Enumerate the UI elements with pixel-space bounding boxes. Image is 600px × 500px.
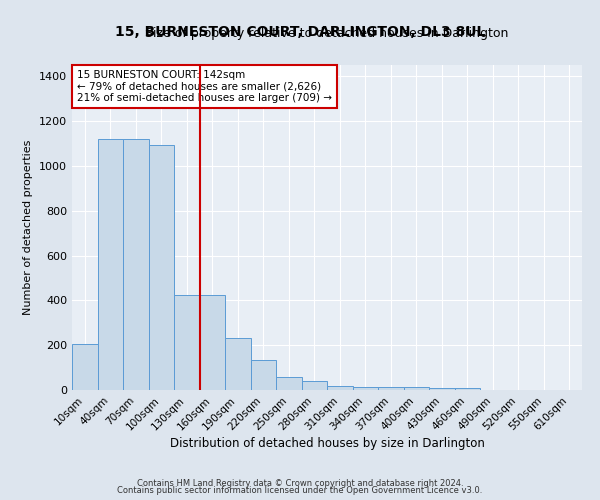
Y-axis label: Number of detached properties: Number of detached properties xyxy=(23,140,34,315)
Bar xyxy=(149,144,174,390)
Bar xyxy=(97,139,123,390)
Text: 15, BURNESTON COURT, DARLINGTON, DL3 8UL: 15, BURNESTON COURT, DARLINGTON, DL3 8UL xyxy=(115,25,485,39)
Bar xyxy=(378,386,404,390)
Bar xyxy=(302,381,327,390)
Title: Size of property relative to detached houses in Darlington: Size of property relative to detached ho… xyxy=(145,27,509,40)
X-axis label: Distribution of detached houses by size in Darlington: Distribution of detached houses by size … xyxy=(170,437,484,450)
Text: 15 BURNESTON COURT: 142sqm
← 79% of detached houses are smaller (2,626)
21% of s: 15 BURNESTON COURT: 142sqm ← 79% of deta… xyxy=(77,70,332,103)
Bar xyxy=(225,338,251,390)
Text: Contains public sector information licensed under the Open Government Licence v3: Contains public sector information licen… xyxy=(118,486,482,495)
Bar xyxy=(429,388,455,390)
Bar xyxy=(199,294,225,390)
Bar xyxy=(455,388,480,390)
Text: Contains HM Land Registry data © Crown copyright and database right 2024.: Contains HM Land Registry data © Crown c… xyxy=(137,478,463,488)
Bar xyxy=(174,294,199,390)
Bar xyxy=(123,139,149,390)
Bar xyxy=(251,360,276,390)
Bar xyxy=(327,386,353,390)
Bar xyxy=(404,386,429,390)
Bar xyxy=(72,344,97,390)
Bar xyxy=(276,376,302,390)
Bar xyxy=(353,386,378,390)
